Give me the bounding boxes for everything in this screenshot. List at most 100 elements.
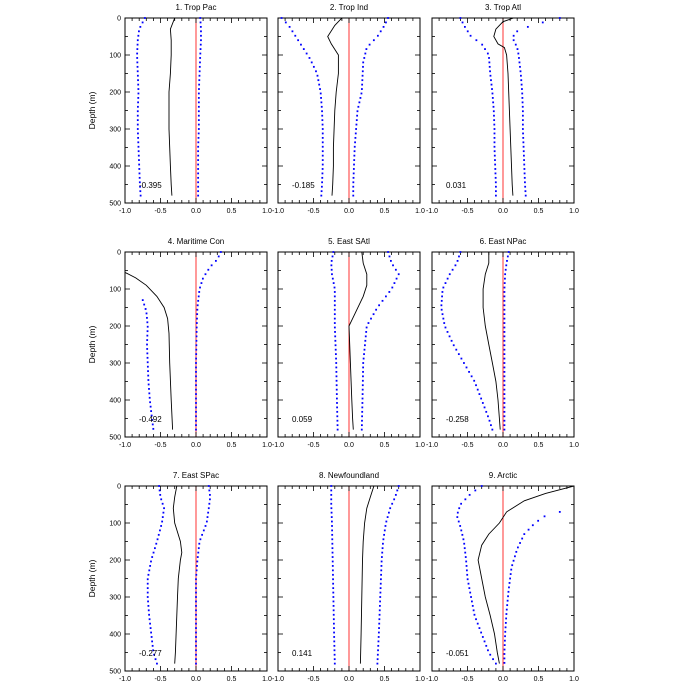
upper-bound-dot bbox=[195, 335, 198, 338]
upper-bound-dot bbox=[537, 519, 540, 522]
lower-bound-dot bbox=[144, 308, 147, 310]
panel: 3. Trop Atl -1.0 -0.5 0.0 0.5 1.0 0.031 bbox=[426, 3, 579, 215]
lower-bound-dot bbox=[138, 163, 141, 166]
upper-bound-dot bbox=[353, 145, 356, 148]
y-tick-label: 500 bbox=[109, 201, 121, 208]
lower-bound-dot bbox=[150, 560, 152, 563]
lower-bound-dot bbox=[305, 52, 308, 55]
upper-bound-dot bbox=[200, 34, 202, 37]
upper-bound-dot bbox=[197, 172, 200, 175]
upper-bound-dot bbox=[197, 299, 200, 302]
lower-bound-dot bbox=[155, 542, 158, 545]
upper-bound-dot bbox=[195, 662, 197, 665]
lower-bound-dot bbox=[149, 405, 152, 408]
panel: 2. Trop Ind -1.0 -0.5 0.0 0.5 1.0 -0.185 bbox=[272, 3, 425, 215]
upper-bound-dot bbox=[195, 406, 197, 409]
upper-bound-dot bbox=[523, 168, 526, 170]
upper-bound-dot bbox=[379, 587, 382, 590]
lower-bound-dot bbox=[331, 533, 334, 536]
lower-bound-dot bbox=[490, 79, 492, 82]
upper-bound-dot bbox=[361, 74, 364, 77]
upper-bound-dot bbox=[503, 653, 506, 655]
upper-bound-dot bbox=[377, 631, 380, 634]
y-tick-label: 200 bbox=[109, 324, 121, 331]
y-axis-label: Depth (m) bbox=[87, 559, 97, 597]
lower-bound-dot bbox=[471, 600, 473, 603]
upper-bound-dot bbox=[379, 30, 382, 33]
lower-bound-dot bbox=[330, 507, 333, 510]
upper-bound-dot bbox=[510, 568, 513, 571]
lower-bound-dot bbox=[333, 658, 336, 661]
lower-bound-dot bbox=[334, 339, 337, 342]
lower-bound-dot bbox=[333, 286, 336, 289]
lower-bound-dot bbox=[492, 105, 495, 108]
panel: 6. East NPac -1.0 -0.5 0.0 0.5 1.0 -0.258 bbox=[426, 237, 579, 449]
upper-bound-dot bbox=[197, 159, 200, 161]
lower-bound-dot bbox=[330, 259, 333, 262]
lower-bound-dot bbox=[494, 163, 497, 166]
lower-bound-dot bbox=[490, 424, 492, 427]
lower-bound-dot bbox=[331, 277, 334, 280]
lower-bound-dot bbox=[458, 255, 460, 258]
lower-bound-dot bbox=[137, 88, 140, 90]
panel: 1. Trop Pac 0 100 200 300 400 500 Depth (m) -1.0… bbox=[87, 3, 272, 215]
mean-profile-line bbox=[348, 252, 368, 430]
upper-bound-dot bbox=[512, 559, 515, 562]
upper-bound-dot bbox=[198, 65, 201, 68]
upper-bound-dot bbox=[378, 627, 380, 629]
x-tick-label: -1.0 bbox=[272, 676, 284, 683]
lower-bound-dot bbox=[333, 322, 336, 324]
lower-bound-dot bbox=[158, 489, 161, 492]
upper-bound-dot bbox=[389, 259, 392, 262]
upper-bound-dot bbox=[391, 502, 394, 505]
upper-bound-dot bbox=[511, 564, 514, 567]
lower-bound-dot bbox=[136, 119, 139, 122]
lower-bound-dot bbox=[457, 520, 460, 523]
upper-bound-dot bbox=[364, 344, 366, 347]
upper-bound-dot bbox=[195, 424, 197, 427]
lower-bound-dot bbox=[330, 268, 333, 271]
lower-bound-dot bbox=[150, 631, 152, 634]
upper-bound-dot bbox=[521, 88, 523, 90]
upper-bound-dot bbox=[503, 644, 506, 646]
x-tick-label: -1.0 bbox=[272, 442, 284, 449]
lower-bound-dot bbox=[320, 185, 323, 188]
upper-bound-dot bbox=[196, 304, 199, 307]
upper-bound-dot bbox=[504, 626, 507, 629]
y-tick-label: 0 bbox=[117, 16, 121, 23]
lower-bound-dot bbox=[317, 79, 320, 82]
lower-bound-dot bbox=[492, 101, 495, 104]
upper-bound-dot bbox=[360, 428, 363, 431]
lower-bound-dot bbox=[456, 511, 459, 514]
upper-bound-dot bbox=[397, 485, 400, 487]
x-tick-label: 1.0 bbox=[569, 208, 579, 215]
upper-bound-dot bbox=[364, 52, 367, 55]
lower-bound-dot bbox=[495, 185, 497, 188]
lower-bound-dot bbox=[137, 101, 139, 104]
upper-bound-dot bbox=[199, 43, 202, 46]
upper-bound-dot bbox=[523, 176, 526, 179]
upper-bound-dot bbox=[527, 528, 530, 531]
lower-bound-dot bbox=[147, 383, 150, 386]
upper-bound-dot bbox=[195, 344, 198, 347]
lower-bound-dot bbox=[312, 65, 315, 68]
upper-bound-dot bbox=[512, 34, 515, 37]
upper-bound-dot bbox=[377, 640, 380, 643]
lower-bound-dot bbox=[147, 600, 149, 603]
upper-bound-dot bbox=[377, 636, 380, 638]
upper-bound-dot bbox=[355, 123, 358, 126]
upper-bound-dot bbox=[503, 388, 506, 391]
upper-bound-dot bbox=[503, 428, 506, 431]
upper-bound-dot bbox=[195, 339, 198, 342]
upper-bound-dot bbox=[507, 590, 510, 593]
upper-bound-dot bbox=[504, 277, 506, 280]
upper-bound-dot bbox=[503, 639, 506, 642]
mean-profile-line bbox=[482, 252, 501, 430]
upper-bound-dot bbox=[503, 366, 506, 369]
mean-profile-line bbox=[168, 18, 176, 196]
lower-bound-dot bbox=[466, 578, 469, 581]
lower-bound-dot bbox=[335, 375, 338, 378]
panel-title: 2. Trop Ind bbox=[330, 3, 368, 12]
upper-bound-dot bbox=[195, 578, 197, 581]
upper-bound-dot bbox=[388, 511, 390, 514]
